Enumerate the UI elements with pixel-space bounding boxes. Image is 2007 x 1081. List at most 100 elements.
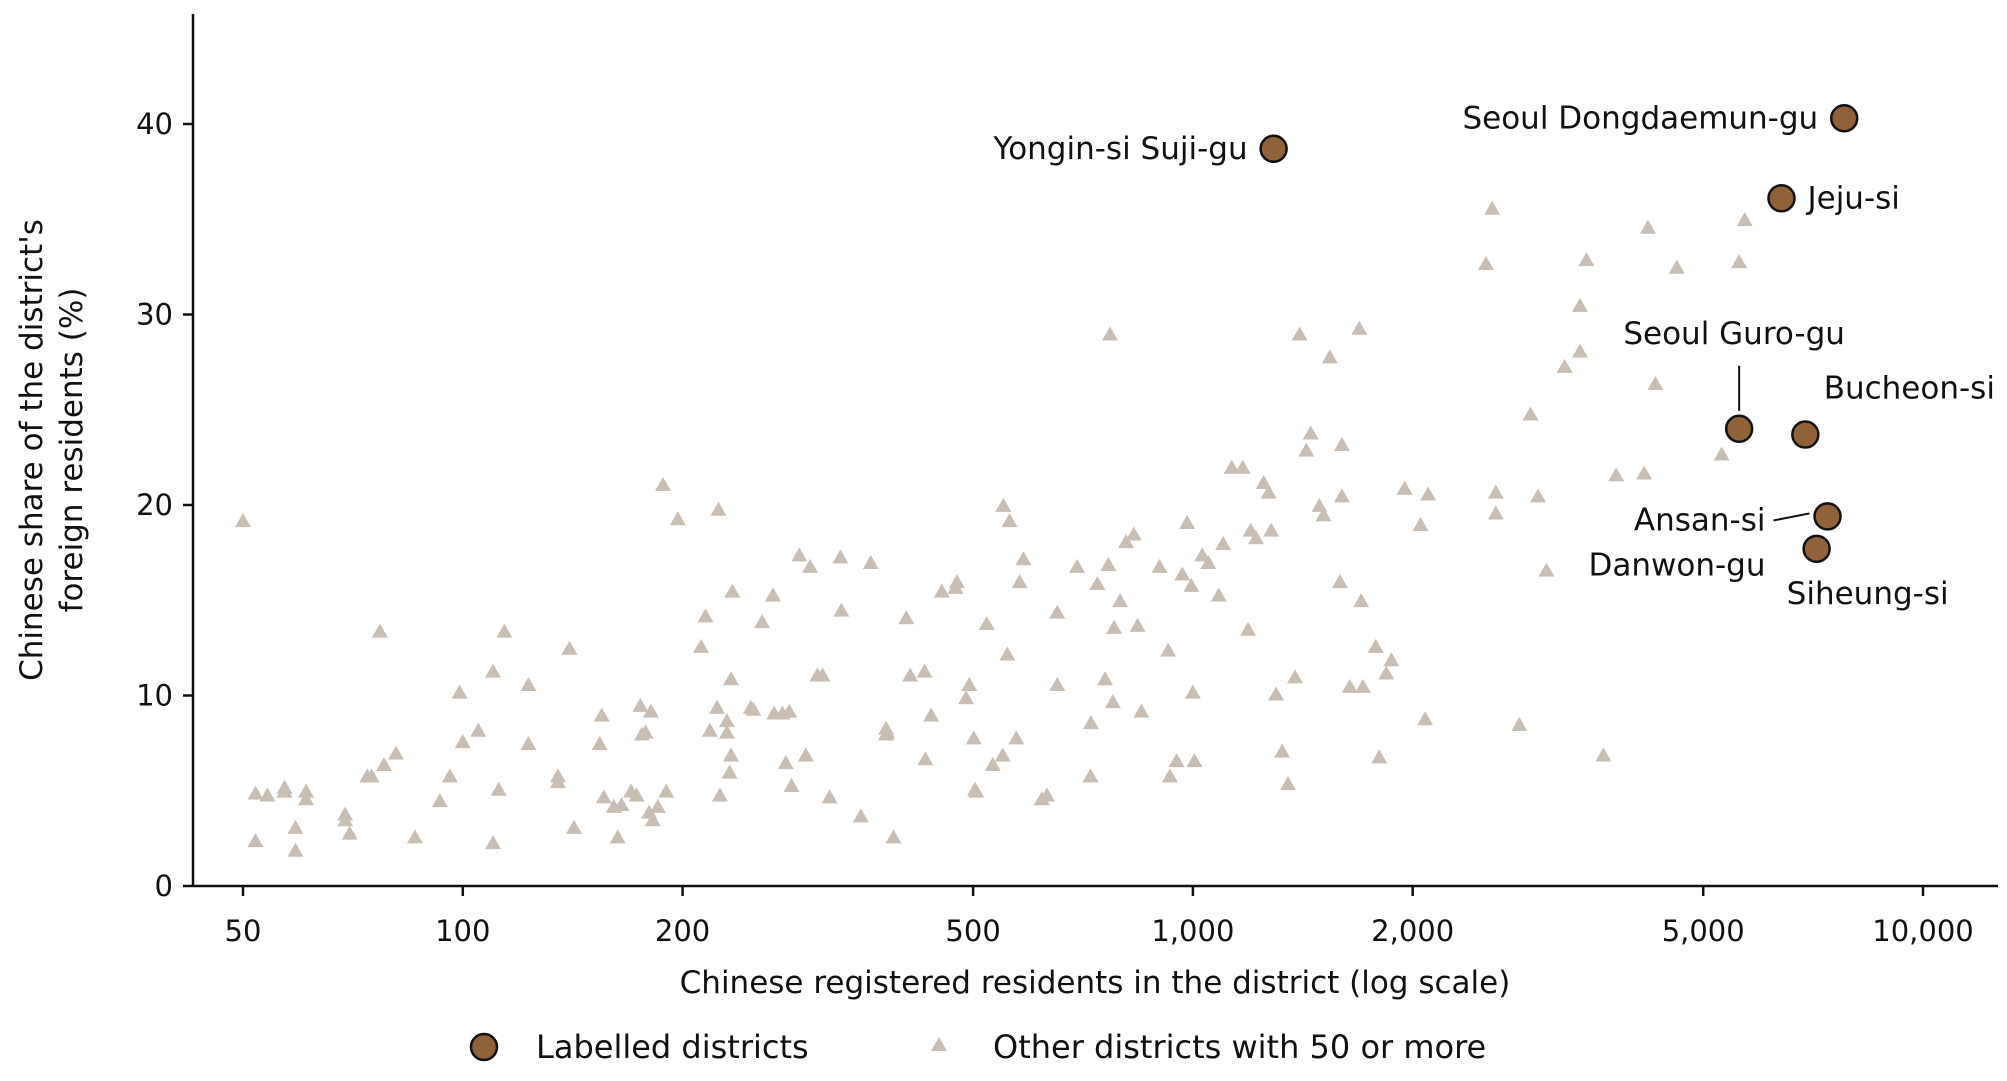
other-district-point <box>885 829 902 844</box>
district-label: Siheung-si <box>1787 576 1949 612</box>
other-district-point <box>1367 638 1384 653</box>
other-district-point <box>781 703 798 718</box>
other-district-point <box>724 583 741 598</box>
other-district-point <box>593 707 610 722</box>
other-district-point <box>1234 459 1251 474</box>
other-district-point <box>1298 442 1315 457</box>
other-district-point <box>1291 326 1308 341</box>
other-district-point <box>1417 711 1434 726</box>
other-district-point <box>1487 505 1504 520</box>
other-district-point <box>1333 436 1350 451</box>
other-district-point <box>613 796 630 811</box>
other-district-point <box>632 697 649 712</box>
other-district-point <box>1484 200 1501 215</box>
legend-circle-marker <box>469 1032 499 1062</box>
other-district-point <box>649 798 666 813</box>
other-district-point <box>1049 676 1066 691</box>
other-district-point <box>1100 556 1117 571</box>
other-district-point <box>1161 768 1178 783</box>
other-district-point <box>984 756 1001 771</box>
other-district-point <box>1351 320 1368 335</box>
other-district-point <box>1133 703 1150 718</box>
other-district-point <box>862 555 879 570</box>
other-district-point <box>933 583 950 598</box>
other-district-point <box>1530 488 1547 503</box>
other-district-point <box>722 747 739 762</box>
other-district-point <box>852 808 869 823</box>
other-district-point <box>549 774 566 789</box>
district-label: Bucheon-si <box>1824 371 1995 407</box>
other-district-point <box>1341 678 1358 693</box>
other-district-point <box>637 724 654 739</box>
other-district-point <box>431 793 448 808</box>
other-district-point <box>1168 753 1185 768</box>
other-district-point <box>1647 375 1664 390</box>
other-district-point <box>520 676 537 691</box>
y-axis-title-line-2: foreign residents (%) <box>54 288 90 613</box>
other-district-point <box>1383 652 1400 667</box>
other-district-point <box>1321 349 1338 364</box>
other-district-point <box>783 777 800 792</box>
other-district-point <box>999 646 1016 661</box>
labelled-districts-series <box>1259 104 1859 564</box>
district-label: Ansan-si <box>1634 502 1766 538</box>
other-district-point <box>406 829 423 844</box>
other-district-point <box>247 785 264 800</box>
district-label: Seoul Guro-gu <box>1623 316 1845 352</box>
y-axis-title-line-1: Chinese share of the district's <box>14 219 50 681</box>
district-label: Danwon-gu <box>1589 547 1766 583</box>
x-tick-label: 200 <box>655 914 710 948</box>
other-district-point <box>1008 730 1025 745</box>
district-label: Yongin-si Suji-gu <box>992 131 1247 167</box>
y-tick-label: 0 <box>155 869 173 903</box>
other-district-point <box>1001 513 1018 528</box>
other-district-point <box>1636 465 1653 480</box>
other-district-point <box>595 789 612 804</box>
other-district-point <box>235 513 251 528</box>
other-district-point <box>1106 619 1123 634</box>
other-district-point <box>642 703 659 718</box>
other-district-point <box>1200 555 1217 570</box>
other-district-point <box>1179 515 1196 530</box>
other-district-point <box>1263 522 1280 537</box>
other-district-point <box>978 616 995 631</box>
other-district-point <box>1089 576 1106 591</box>
other-district-point <box>371 623 388 638</box>
labelled-district-point <box>1259 134 1288 164</box>
other-district-point <box>287 842 304 857</box>
other-district-point <box>697 608 714 623</box>
other-district-point <box>1015 551 1032 566</box>
other-district-point <box>693 638 710 653</box>
other-district-point <box>1639 219 1656 234</box>
other-district-point <box>470 722 487 737</box>
other-district-point <box>376 756 393 771</box>
other-district-point <box>821 789 838 804</box>
other-district-point <box>902 667 919 682</box>
x-tick-label: 10,000 <box>1872 914 1973 948</box>
other-district-point <box>454 734 471 749</box>
other-district-point <box>745 701 762 716</box>
labelled-district-point <box>1791 420 1820 449</box>
other-district-point <box>485 835 502 850</box>
y-axis-title: Chinese share of the district's foreign … <box>14 219 90 681</box>
x-ticks: 50 100 200 500 1,000 2,000 5,000 10,000 <box>225 886 1974 948</box>
other-district-point <box>363 768 380 783</box>
other-district-point <box>259 787 276 802</box>
labelled-district-point <box>1829 104 1859 133</box>
other-district-point <box>1038 787 1055 802</box>
other-district-point <box>1247 530 1264 545</box>
other-district-point <box>802 558 819 573</box>
x-tick-label: 100 <box>435 914 490 948</box>
other-district-point <box>1118 534 1135 549</box>
other-district-point <box>287 819 304 834</box>
other-district-point <box>1477 255 1494 270</box>
district-label: Jeju-si <box>1805 180 1899 216</box>
legend-other-label: Other districts with 50 or more <box>993 1028 1486 1066</box>
labelled-district-point <box>1813 502 1842 531</box>
other-district-point <box>1412 516 1429 531</box>
labelled-district-point <box>1802 534 1831 564</box>
other-district-point <box>709 699 726 714</box>
other-district-point <box>1104 694 1121 709</box>
other-district-point <box>764 587 781 602</box>
other-district-point <box>1396 480 1413 495</box>
